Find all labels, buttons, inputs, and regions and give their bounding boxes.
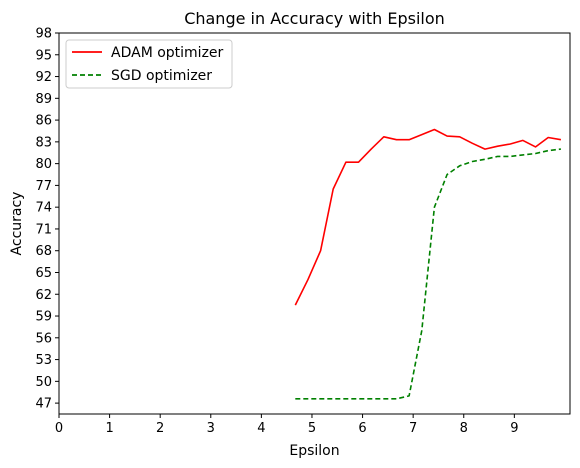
chart-title: Change in Accuracy with Epsilon	[184, 9, 445, 28]
y-tick-label: 62	[35, 288, 52, 303]
y-tick-label: 47	[35, 397, 52, 412]
x-tick-label: 9	[510, 421, 518, 436]
x-tick-label: 5	[308, 421, 316, 436]
y-tick-label: 95	[35, 48, 52, 63]
y-tick-label: 89	[35, 92, 52, 107]
x-axis-title: Epsilon	[289, 443, 339, 459]
y-tick-label: 53	[35, 353, 52, 368]
series-line-adam	[294, 128, 562, 306]
x-tick-label: 6	[358, 421, 366, 436]
y-tick-label: 86	[35, 114, 52, 129]
y-tick-label: 74	[35, 201, 52, 216]
plot-frame	[58, 32, 571, 415]
y-tick-label: 50	[35, 375, 52, 390]
x-tick-label: 3	[207, 421, 215, 436]
y-tick-label: 77	[35, 179, 52, 194]
y-tick-label: 83	[35, 135, 52, 150]
legend: ADAM optimizer SGD optimizer	[65, 39, 233, 89]
y-tick-label: 59	[35, 310, 52, 325]
y-tick-label: 68	[35, 244, 52, 259]
legend-label: ADAM optimizer	[111, 45, 224, 61]
y-tick-label: 71	[35, 222, 52, 237]
y-tick-label: 56	[35, 331, 52, 346]
y-tick-label: 65	[35, 266, 52, 281]
y-tick-label: 98	[35, 27, 52, 42]
x-tick-label: 2	[156, 421, 164, 436]
y-tick-label: 92	[35, 70, 52, 85]
y-tick-label: 80	[35, 157, 52, 172]
x-tick-label: 7	[409, 421, 417, 436]
legend-label: SGD optimizer	[111, 68, 212, 84]
x-tick-label: 0	[55, 421, 63, 436]
y-axis-title: Accuracy	[9, 192, 25, 256]
series-line-sgd	[295, 148, 561, 400]
x-tick-label: 8	[460, 421, 468, 436]
x-tick-label: 1	[105, 421, 113, 436]
x-tick-label: 4	[257, 421, 265, 436]
legend-box	[65, 39, 233, 89]
